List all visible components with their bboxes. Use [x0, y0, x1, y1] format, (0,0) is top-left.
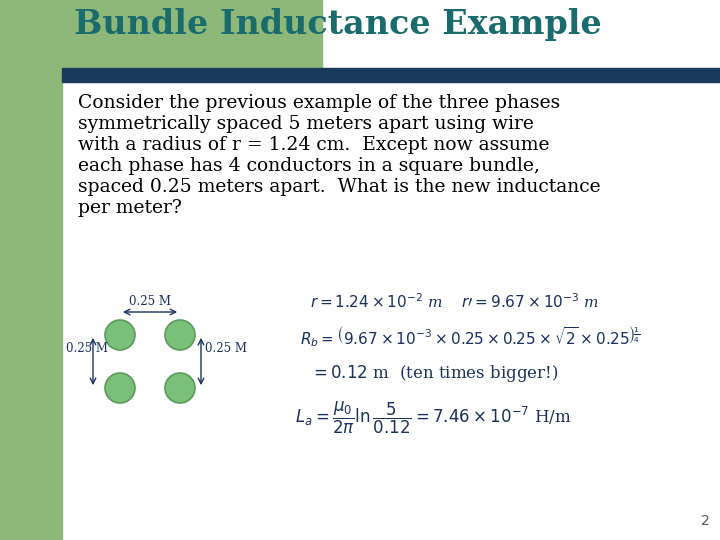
Text: symmetrically spaced 5 meters apart using wire: symmetrically spaced 5 meters apart usin… — [78, 115, 534, 133]
Circle shape — [165, 320, 195, 350]
Bar — [62, 0, 322, 68]
Circle shape — [165, 373, 195, 403]
Text: per meter?: per meter? — [78, 199, 182, 217]
Text: 0.25 M: 0.25 M — [129, 295, 171, 308]
Bar — [62, 68, 720, 82]
Text: $= 0.12$ m  (ten times bigger!): $= 0.12$ m (ten times bigger!) — [310, 363, 558, 384]
Bar — [0, 0, 62, 540]
Text: 0.25 M: 0.25 M — [66, 342, 108, 355]
Text: Consider the previous example of the three phases: Consider the previous example of the thr… — [78, 94, 560, 112]
Text: with a radius of r = 1.24 cm.  Except now assume: with a radius of r = 1.24 cm. Except now… — [78, 136, 549, 154]
Text: $L_a = \dfrac{\mu_0}{2\pi} \ln \dfrac{5}{0.12} = 7.46 \times 10^{-7}$ H/m: $L_a = \dfrac{\mu_0}{2\pi} \ln \dfrac{5}… — [295, 400, 572, 436]
Text: $r = 1.24 \times 10^{-2}$ m    $r\prime = 9.67 \times 10^{-3}$ m: $r = 1.24 \times 10^{-2}$ m $r\prime = 9… — [310, 292, 599, 310]
Circle shape — [105, 373, 135, 403]
Text: 0.25 M: 0.25 M — [205, 342, 247, 355]
Text: spaced 0.25 meters apart.  What is the new inductance: spaced 0.25 meters apart. What is the ne… — [78, 178, 600, 196]
Text: Bundle Inductance Example: Bundle Inductance Example — [74, 8, 602, 41]
Text: $R_b = \left(9.67 \times 10^{-3} \times 0.25 \times 0.25 \times \sqrt{2} \times : $R_b = \left(9.67 \times 10^{-3} \times … — [300, 324, 641, 349]
Circle shape — [105, 320, 135, 350]
Text: 2: 2 — [701, 514, 710, 528]
Text: each phase has 4 conductors in a square bundle,: each phase has 4 conductors in a square … — [78, 157, 540, 175]
